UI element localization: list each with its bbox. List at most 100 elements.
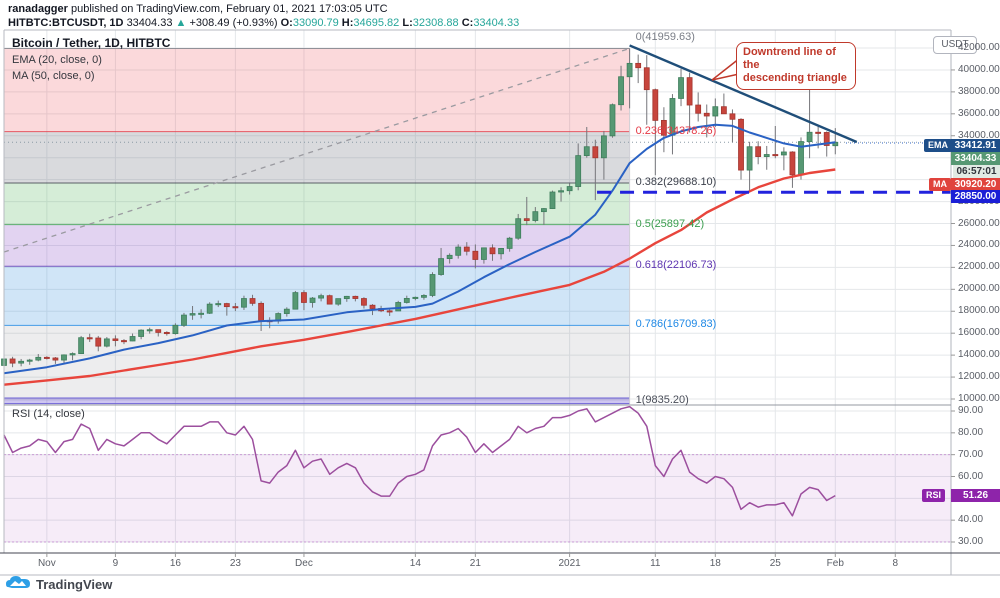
candle[interactable]	[361, 298, 367, 306]
candle[interactable]	[69, 353, 76, 356]
candle[interactable]	[249, 298, 256, 304]
candle[interactable]	[652, 89, 659, 121]
candle[interactable]	[532, 211, 539, 221]
candle[interactable]	[198, 312, 205, 315]
candle[interactable]	[78, 337, 85, 354]
candle[interactable]	[635, 62, 642, 69]
candle[interactable]	[189, 313, 196, 316]
candle[interactable]	[18, 360, 25, 364]
candle[interactable]	[146, 329, 153, 332]
candle[interactable]	[780, 151, 787, 156]
candle[interactable]	[386, 310, 393, 313]
candle[interactable]	[9, 358, 16, 364]
candle[interactable]	[643, 67, 650, 91]
candle[interactable]	[601, 135, 607, 159]
candle[interactable]	[755, 146, 762, 157]
legend-rsi[interactable]: RSI (14, close)	[12, 408, 85, 420]
candle[interactable]	[61, 354, 67, 361]
callout-annotation[interactable]: Downtrend line of the descending triangl…	[736, 42, 856, 90]
candle[interactable]	[215, 303, 222, 306]
candle[interactable]	[566, 186, 573, 192]
candle[interactable]	[738, 118, 744, 171]
candle[interactable]	[481, 247, 487, 260]
candle[interactable]	[86, 337, 93, 340]
currency-toggle-button[interactable]: USDT	[933, 36, 977, 54]
candle[interactable]	[103, 338, 110, 347]
candle[interactable]	[429, 274, 436, 296]
candle[interactable]	[335, 298, 342, 305]
candle[interactable]	[352, 295, 359, 299]
candle[interactable]	[506, 237, 513, 249]
candle[interactable]	[498, 247, 504, 255]
candle[interactable]	[446, 254, 453, 259]
candle[interactable]	[95, 337, 102, 347]
candle[interactable]	[112, 338, 119, 341]
candle[interactable]	[326, 295, 333, 305]
candle[interactable]	[241, 298, 247, 308]
candle[interactable]	[772, 154, 779, 157]
candle[interactable]	[318, 295, 324, 299]
candle[interactable]	[686, 77, 693, 106]
candle[interactable]	[678, 77, 684, 99]
downtrend-line[interactable]	[629, 44, 858, 144]
candle[interactable]	[618, 76, 624, 106]
candle[interactable]	[369, 304, 376, 309]
candle[interactable]	[549, 191, 556, 209]
candle[interactable]	[206, 303, 213, 314]
candle[interactable]	[823, 132, 830, 146]
legend-ema[interactable]: EMA (20, close, 0)	[12, 54, 102, 66]
candle[interactable]	[35, 356, 42, 361]
candle[interactable]	[746, 146, 753, 171]
candle[interactable]	[223, 303, 230, 308]
candle[interactable]	[309, 297, 316, 303]
candle[interactable]	[121, 340, 127, 343]
candle[interactable]	[181, 314, 187, 326]
candle[interactable]	[729, 113, 736, 120]
candle[interactable]	[163, 332, 170, 335]
candle[interactable]	[343, 295, 350, 300]
candle[interactable]	[626, 62, 633, 78]
candle[interactable]	[489, 247, 496, 255]
candle[interactable]	[138, 329, 145, 337]
candle[interactable]	[129, 336, 136, 342]
candle[interactable]	[541, 208, 547, 213]
candle[interactable]	[258, 302, 265, 321]
candle[interactable]	[43, 356, 50, 359]
candle[interactable]	[301, 292, 307, 303]
candle[interactable]	[720, 106, 727, 115]
candle[interactable]	[763, 154, 770, 157]
candle[interactable]	[609, 104, 616, 137]
candle[interactable]	[583, 146, 590, 157]
candle[interactable]	[463, 246, 470, 252]
candle[interactable]	[172, 324, 179, 335]
candle[interactable]	[575, 155, 582, 187]
candle[interactable]	[412, 296, 419, 299]
candle[interactable]	[712, 106, 719, 117]
legend-ma[interactable]: MA (50, close, 0)	[12, 70, 95, 82]
candle[interactable]	[806, 131, 813, 142]
candle[interactable]	[292, 292, 299, 310]
candle[interactable]	[438, 258, 444, 275]
candle[interactable]	[660, 119, 667, 136]
candle[interactable]	[523, 218, 530, 221]
footer-brand[interactable]: TradingView	[6, 576, 112, 592]
candle[interactable]	[283, 308, 290, 314]
candle[interactable]	[26, 359, 33, 362]
candle[interactable]	[403, 298, 410, 303]
candle[interactable]	[703, 112, 710, 117]
candle[interactable]	[52, 357, 59, 361]
candle[interactable]	[815, 131, 822, 134]
candle[interactable]	[592, 146, 599, 159]
candle[interactable]	[232, 306, 239, 309]
candle[interactable]	[395, 302, 402, 312]
candle[interactable]	[515, 218, 522, 239]
candle[interactable]	[789, 151, 796, 176]
candle[interactable]	[155, 329, 162, 333]
candle[interactable]	[558, 190, 564, 193]
candle[interactable]	[455, 246, 462, 256]
candle[interactable]	[472, 250, 479, 260]
candle[interactable]	[695, 104, 702, 114]
candle[interactable]	[421, 295, 427, 298]
legend-symbol-title[interactable]: Bitcoin / Tether, 1D, HITBTC	[12, 36, 171, 50]
